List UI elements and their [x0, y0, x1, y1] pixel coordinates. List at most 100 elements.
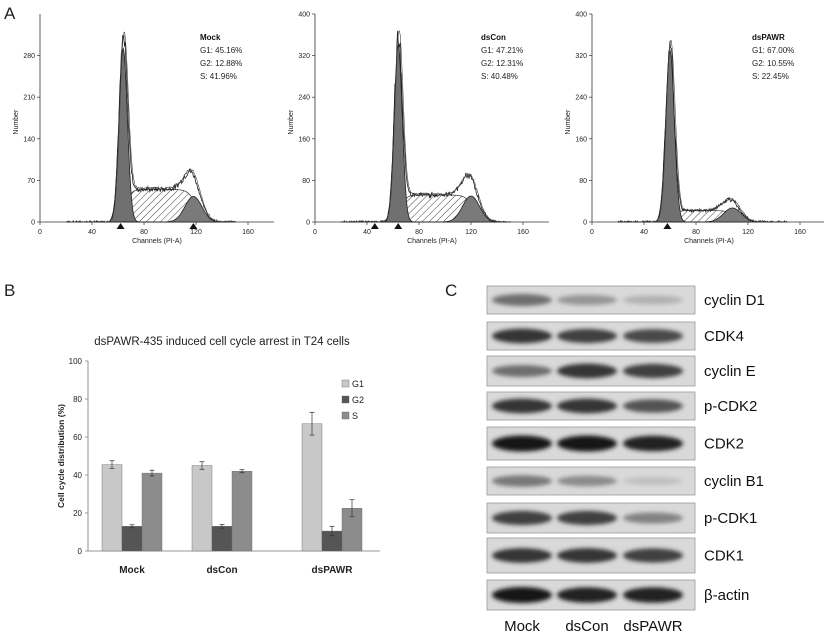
panel-label-c: C — [445, 281, 457, 300]
blot-label: β-actin — [704, 587, 749, 604]
x-tick-label: 0 — [313, 229, 317, 236]
blot-label: CDK4 — [704, 328, 744, 345]
blot-label: CDK1 — [704, 548, 744, 565]
y-tick-label: 100 — [69, 357, 83, 366]
x-tick-label: 80 — [692, 229, 700, 236]
blot-label: cyclin D1 — [704, 292, 765, 309]
y-tick-label: 80 — [579, 178, 587, 185]
blot-band — [557, 435, 617, 452]
blot-band — [557, 363, 617, 379]
phase-stat: G2: 12.31% — [481, 59, 523, 68]
x-axis-label: Channels (PI-A) — [132, 238, 182, 245]
y-tick-label: 0 — [31, 220, 35, 227]
bar-s — [141, 472, 163, 552]
blot-band — [557, 294, 617, 306]
legend-label-s: S — [352, 411, 358, 421]
blot-band — [492, 294, 552, 306]
y-tick-label: 240 — [298, 95, 310, 102]
histogram-dspawr: 0 80 160 240 320 400 0 40 80 120 160 Channels (PI-A… — [565, 12, 824, 245]
phase-stat: G1: 47.21% — [481, 46, 523, 55]
lane-label: Mock — [504, 618, 540, 635]
y-tick-label: 70 — [27, 178, 35, 185]
histogram-mock: 0 70 140 210 280 0 40 80 120 160 Channels (PI-A) Nu… — [13, 14, 274, 245]
blot-band — [492, 328, 552, 344]
y-axis-label: Number — [565, 109, 572, 135]
legend-label-g1: G1 — [352, 379, 364, 389]
y-tick-label: 0 — [78, 547, 83, 556]
y-tick-label: 20 — [73, 509, 82, 518]
y-tick-label: 60 — [73, 433, 82, 442]
bar-g2 — [121, 526, 143, 552]
chart-title: dsPAWR-435 induced cell cycle arrest in … — [94, 336, 350, 348]
x-tick-label: 120 — [465, 229, 477, 236]
x-tick-label: 80 — [140, 229, 148, 236]
panel-label-a: A — [4, 4, 16, 23]
blot-band — [557, 398, 617, 414]
phase-stat: G1: 45.16% — [200, 46, 242, 55]
bar-g1 — [191, 465, 213, 552]
blot-band — [623, 548, 683, 563]
x-tick-label: 40 — [88, 229, 96, 236]
lane-label: dsPAWR — [623, 618, 682, 635]
y-tick-label: 80 — [302, 178, 310, 185]
s-phase-area — [618, 210, 787, 223]
blot-band — [492, 587, 552, 603]
x-tick-label: 120 — [742, 229, 754, 236]
blot-band — [623, 363, 683, 379]
sample-title: Mock — [200, 33, 221, 42]
blot-label: cyclin B1 — [704, 473, 764, 490]
y-tick-label: 320 — [575, 53, 587, 60]
blot-band — [557, 475, 617, 487]
s-phase-area — [66, 188, 235, 223]
y-tick-label: 0 — [583, 220, 587, 227]
gate-marker — [370, 223, 379, 229]
blot-band — [492, 475, 552, 487]
x-tick-label: 40 — [363, 229, 371, 236]
category-label: dsPAWR — [312, 565, 354, 576]
y-tick-label: 320 — [298, 53, 310, 60]
y-tick-label: 400 — [575, 12, 587, 19]
y-tick-label: 140 — [23, 136, 35, 143]
gate-marker — [189, 223, 198, 229]
phase-stat: S: 40.48% — [481, 72, 518, 81]
histogram-dscon: 0 80 160 240 320 400 0 40 80 120 160 Channels (PI-A… — [288, 12, 549, 245]
y-tick-label: 80 — [73, 395, 82, 404]
blot-band — [623, 476, 683, 486]
blot-band — [492, 435, 552, 452]
sample-title: dsCon — [481, 33, 506, 42]
blot-label: p-CDK2 — [704, 398, 757, 415]
y-tick-label: 160 — [575, 136, 587, 143]
lane-label: dsCon — [565, 618, 608, 635]
phase-stat: G1: 67.00% — [752, 46, 794, 55]
legend-swatch-g2 — [341, 395, 350, 404]
gate-marker — [116, 223, 125, 229]
blot-label: CDK2 — [704, 436, 744, 453]
sample-title: dsPAWR — [752, 33, 785, 42]
legend-label-g2: G2 — [352, 395, 364, 405]
phase-stat: S: 22.45% — [752, 72, 789, 81]
western-blot: cyclin D1 CDK4 cyclin E p-CDK2 CDK2 cyclin B1… — [486, 285, 765, 635]
gate-marker — [394, 223, 403, 229]
x-tick-label: 120 — [190, 229, 202, 236]
x-tick-label: 40 — [640, 229, 648, 236]
phase-stat: G2: 12.88% — [200, 59, 242, 68]
y-tick-label: 210 — [23, 95, 35, 102]
blot-band — [623, 587, 683, 603]
blot-band — [492, 365, 552, 377]
legend-swatch-g1 — [341, 379, 350, 388]
y-tick-label: 240 — [575, 95, 587, 102]
y-axis-label: Number — [13, 109, 20, 135]
blot-band — [557, 587, 617, 603]
blot-band — [492, 510, 552, 526]
x-tick-label: 0 — [590, 229, 594, 236]
blot-label: cyclin E — [704, 363, 756, 380]
blot-band — [557, 328, 617, 344]
bar-chart: dsPAWR-435 induced cell cycle arrest in … — [56, 336, 380, 576]
y-tick-label: 280 — [23, 53, 35, 60]
blot-band — [557, 510, 617, 526]
bar-g1 — [301, 423, 323, 552]
x-axis-label: Channels (PI-A) — [684, 238, 734, 245]
data-outline-2 — [66, 31, 237, 223]
data-outline — [617, 40, 788, 223]
